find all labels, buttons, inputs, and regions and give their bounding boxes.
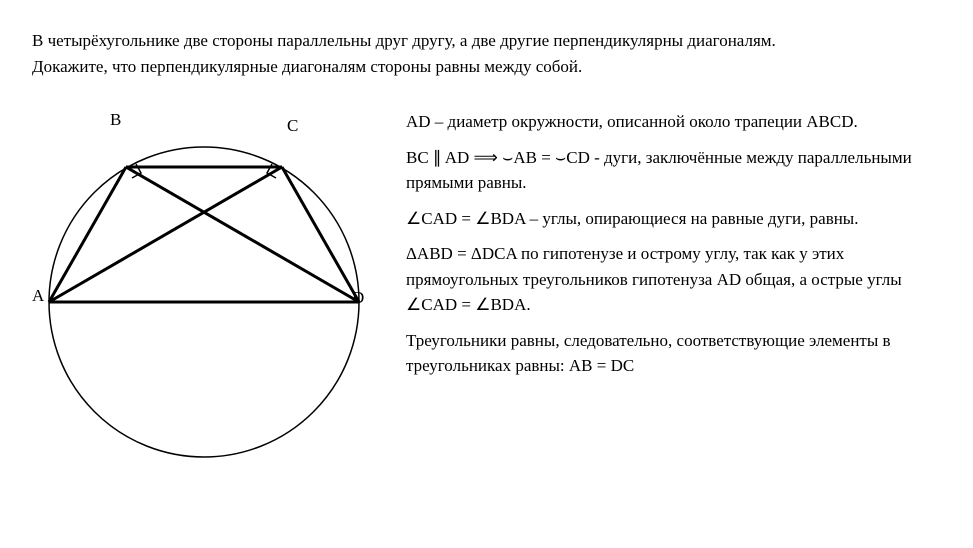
side-cd xyxy=(282,167,359,302)
solution-step-4: ΔABD = ΔDCA по гипотенузе и острому углу… xyxy=(406,241,941,318)
vertex-label-c: C xyxy=(287,113,298,139)
problem-statement: В четырёхугольнике две стороны параллель… xyxy=(32,28,941,79)
geometry-diagram: A B C D xyxy=(32,107,372,527)
problem-line-2: Докажите, что перпендикулярные диагоналя… xyxy=(32,54,941,80)
vertex-label-d: D xyxy=(352,285,364,311)
content-area: A B C D AD – диаметр окружности, описанн… xyxy=(32,107,941,527)
solution-step-3: ∠CAD = ∠BDA – углы, опирающиеся на равны… xyxy=(406,206,941,232)
side-ab xyxy=(49,167,126,302)
solution-text: AD – диаметр окружности, описанной около… xyxy=(406,107,941,527)
vertex-label-a: A xyxy=(32,283,44,309)
vertex-label-b: B xyxy=(110,107,121,133)
solution-step-1: AD – диаметр окружности, описанной около… xyxy=(406,109,941,135)
diagonal-ac xyxy=(49,167,282,302)
solution-step-2: BC ∥ AD ⟹ ⌣AB = ⌣CD - дуги, заключённые … xyxy=(406,145,941,196)
diagonal-bd xyxy=(126,167,359,302)
trapezoid-in-circle xyxy=(46,127,366,487)
problem-line-1: В четырёхугольнике две стороны параллель… xyxy=(32,28,941,54)
solution-step-5: Треугольники равны, следовательно, соотв… xyxy=(406,328,941,379)
